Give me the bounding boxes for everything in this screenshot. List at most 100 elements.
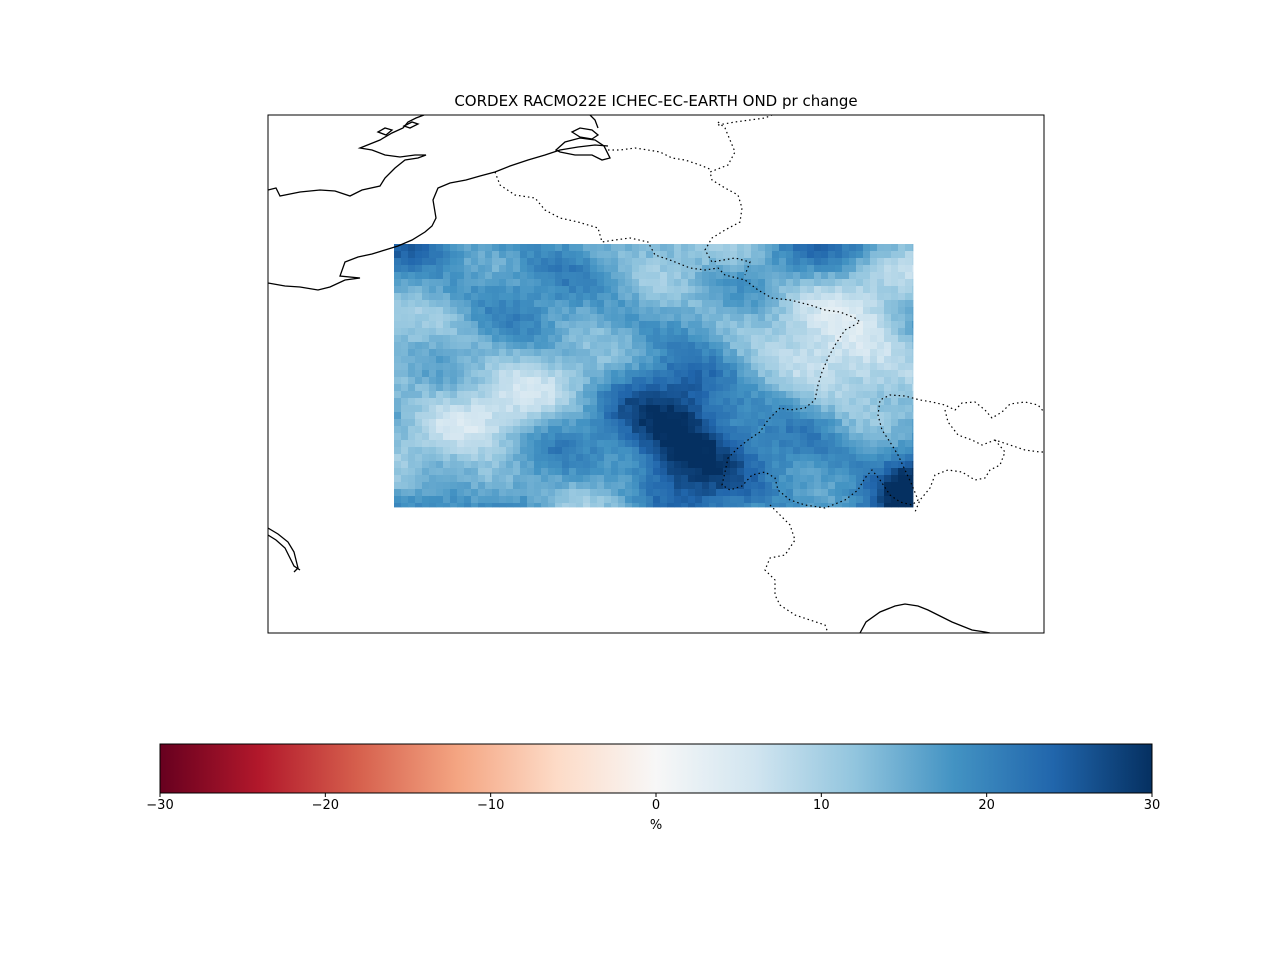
field-cell [681,475,689,483]
field-cell [394,272,402,280]
field-cell [401,335,409,343]
field-cell [597,433,605,441]
field-cell [863,461,871,469]
field-cell [394,251,402,259]
field-cell [499,328,507,336]
field-cell [751,482,759,490]
field-cell [807,454,815,462]
field-cell [436,496,444,504]
field-cell [569,496,577,504]
field-cell [779,377,787,385]
field-cell [898,286,906,294]
field-cell [891,426,899,434]
field-cell [618,377,626,385]
field-cell [527,461,535,469]
field-cell [548,447,556,455]
field-cell [611,412,619,420]
border-france-belgium [494,171,862,411]
field-cell [660,244,668,252]
field-cell [485,300,493,308]
field-cell [674,496,682,504]
field-cell [457,265,465,273]
field-cell [520,300,528,308]
field-cell [548,468,556,476]
field-cell [814,440,822,448]
field-cell [632,454,640,462]
field-cell [408,391,416,399]
field-cell [520,391,528,399]
field-cell [429,384,437,392]
field-cell [562,489,570,497]
field-cell [702,286,710,294]
field-cell [583,335,591,343]
field-cell [478,419,486,427]
field-cell [786,489,794,497]
colorbar: −30 −20 −10 0 10 20 30 % [146,743,1160,833]
field-cell [660,461,668,469]
field-cell [730,370,738,378]
field-cell [884,440,892,448]
field-cell [681,433,689,441]
field-cell [541,286,549,294]
field-cell [597,412,605,420]
field-cell [737,286,745,294]
field-cell [814,398,822,406]
field-cell [730,447,738,455]
field-cell [590,454,598,462]
field-cell [884,377,892,385]
field-cell [884,503,892,508]
field-cell [821,412,829,420]
field-cell [688,419,696,427]
field-cell [590,370,598,378]
field-cell [604,321,612,329]
field-cell [695,258,703,266]
field-cell [912,391,914,399]
field-cell [576,412,584,420]
field-cell [758,426,766,434]
field-cell [835,363,843,371]
field-cell [499,468,507,476]
field-cell [534,447,542,455]
field-cell [471,489,479,497]
field-cell [464,265,472,273]
field-cell [737,433,745,441]
field-cell [681,377,689,385]
field-cell [534,279,542,287]
field-cell [716,461,724,469]
field-cell [849,314,857,322]
field-cell [646,412,654,420]
field-cell [569,412,577,420]
field-cell [450,342,458,350]
field-cell [737,440,745,448]
field-cell [772,265,780,273]
field-cell [485,433,493,441]
field-cell [541,342,549,350]
field-cell [709,258,717,266]
field-cell [415,454,423,462]
field-cell [758,475,766,483]
field-cell [884,489,892,497]
field-cell [695,454,703,462]
field-cell [639,475,647,483]
field-cell [765,335,773,343]
field-cell [485,258,493,266]
field-cell [415,377,423,385]
field-cell [492,489,500,497]
field-cell [415,265,423,273]
field-cell [464,307,472,315]
field-cell [688,482,696,490]
field-cell [800,335,808,343]
field-cell [807,475,815,483]
field-cell [674,335,682,343]
field-cell [730,356,738,364]
field-cell [723,335,731,343]
field-cell [674,461,682,469]
field-cell [772,286,780,294]
field-cell [751,412,759,420]
field-cell [905,356,913,364]
field-cell [912,440,914,448]
field-cell [527,468,535,476]
field-cell [835,286,843,294]
field-cell [625,398,633,406]
